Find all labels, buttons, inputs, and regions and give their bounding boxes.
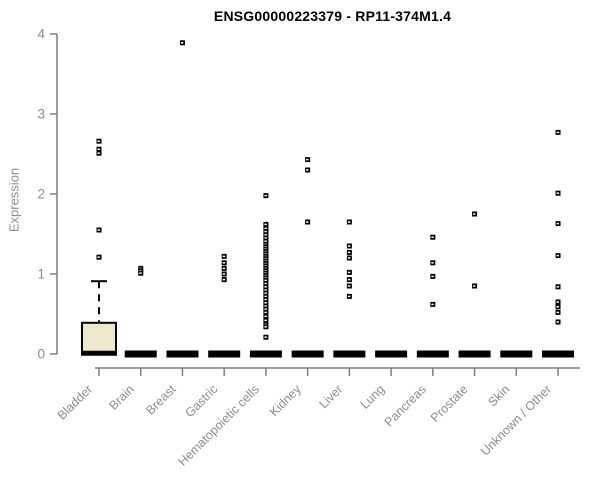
y-tick-label: 4	[37, 27, 45, 42]
x-category-label: Kidney	[267, 382, 304, 419]
outlier-point-center	[306, 169, 309, 171]
outlier-point-center	[347, 285, 351, 287]
outlier-point-center	[264, 289, 267, 291]
outlier-point-center	[264, 194, 267, 197]
outlier-point-center	[264, 319, 267, 322]
x-category-label: Prostate	[428, 382, 471, 425]
outlier-point-center	[264, 302, 267, 304]
flat-box-Unknown / Other	[542, 350, 575, 358]
outlier-point-center	[556, 254, 559, 257]
outlier-point-center	[264, 298, 267, 301]
box-Bladder	[81, 321, 117, 355]
x-category-label: Breast	[143, 382, 179, 418]
x-category-label: Skin	[485, 382, 512, 409]
outlier-point-center	[347, 278, 351, 281]
outlier-point-center	[264, 286, 267, 288]
flat-box-Lung	[375, 350, 408, 358]
outlier-point-center	[347, 271, 351, 274]
flat-box-Prostate	[458, 350, 491, 358]
outlier-point-center	[431, 303, 434, 306]
y-tick-label: 1	[37, 267, 45, 282]
y-tick-label: 2	[37, 187, 45, 202]
y-tick-label: 3	[37, 107, 45, 122]
outlier-point-center	[431, 275, 434, 278]
outlier-point-center	[473, 285, 476, 287]
outlier-point-center	[556, 321, 559, 323]
outlier-point-center	[97, 256, 100, 258]
flat-box-Liver	[333, 350, 366, 358]
outlier-point-center	[347, 295, 351, 298]
outlier-point-center	[264, 282, 267, 285]
x-category-label: Pancreas	[382, 382, 429, 429]
outlier-point-center	[431, 236, 434, 238]
outlier-point-center	[431, 262, 434, 264]
flat-box-Gastric	[208, 350, 241, 358]
outlier-point-center	[264, 311, 267, 314]
outlier-point-center	[473, 213, 476, 215]
outlier-point-center	[264, 305, 267, 307]
x-category-label: Lung	[358, 382, 388, 412]
outlier-point-center	[306, 221, 309, 223]
flat-box-Pancreas	[416, 350, 449, 358]
y-tick-label: 0	[37, 347, 45, 362]
x-category-label: Hematopoietic cells	[175, 382, 262, 469]
outlier-point-center	[347, 257, 351, 259]
x-category-label: Bladder	[55, 382, 95, 422]
outlier-point-center	[264, 234, 267, 236]
outlier-point-center	[556, 306, 559, 308]
outlier-point-center	[556, 222, 559, 225]
outlier-point-center	[264, 315, 267, 318]
outlier-point-center	[264, 326, 267, 328]
outlier-point-center	[264, 292, 267, 294]
outlier-point-center	[97, 148, 100, 150]
outlier-point-center	[222, 278, 226, 281]
outlier-point-center	[264, 223, 267, 226]
outlier-point-center	[264, 295, 267, 298]
flat-box-Skin	[500, 350, 533, 358]
outlier-point-center	[556, 131, 559, 134]
outlier-point-center	[556, 301, 559, 303]
outlier-point-center	[264, 227, 267, 230]
outlier-point-center	[222, 267, 226, 270]
flat-box-Breast	[166, 350, 199, 358]
x-category-label: Unknown / Other	[478, 382, 554, 458]
chart-title: ENSG00000223379 - RP11-374M1.4	[213, 8, 452, 24]
outlier-point-center	[97, 140, 100, 142]
x-category-label: Liver	[316, 382, 345, 411]
outlier-point-center	[97, 229, 100, 231]
flat-box-Hematopoietic cells	[249, 350, 282, 358]
outlier-point-center	[222, 255, 226, 258]
outlier-point-center	[347, 221, 351, 223]
outlier-point-center	[264, 336, 267, 338]
flat-box-Kidney	[291, 350, 324, 358]
outlier-point-center	[97, 152, 100, 154]
outlier-point-center	[222, 273, 226, 275]
outlier-point-center	[222, 262, 226, 264]
outlier-point-center	[264, 230, 267, 233]
outlier-point-center	[306, 158, 309, 161]
outlier-point-center	[556, 286, 559, 288]
flat-box-Brain	[124, 350, 157, 358]
outlier-point-center	[556, 192, 559, 194]
outlier-point-center	[264, 237, 267, 239]
outlier-point-center	[347, 245, 351, 247]
outlier-point-center	[264, 279, 267, 282]
outlier-point-center	[264, 308, 267, 310]
x-category-label: Brain	[106, 382, 137, 413]
outlier-point-center	[556, 311, 559, 314]
outlier-point-center	[264, 240, 267, 242]
outlier-point-center	[347, 251, 351, 254]
outlier-point-center	[180, 42, 184, 44]
x-category-label: Gastric	[182, 382, 220, 420]
outlier-point-center	[139, 272, 142, 274]
